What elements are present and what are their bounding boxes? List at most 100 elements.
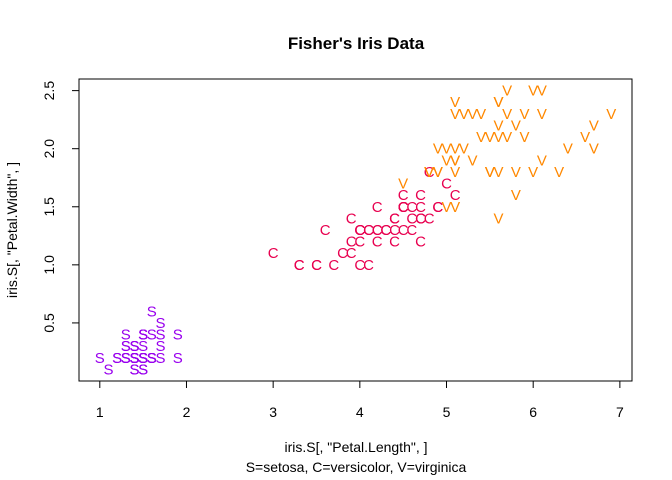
point-setosa: S	[155, 315, 165, 332]
point-virginica: V	[433, 141, 443, 158]
x-tick-label: 3	[269, 404, 277, 420]
point-virginica: V	[485, 129, 495, 146]
point-versicolor: C	[441, 176, 452, 193]
point-versicolor: C	[389, 210, 400, 227]
point-setosa: S	[138, 338, 148, 355]
point-versicolor: C	[389, 222, 400, 239]
point-versicolor: C	[320, 222, 331, 239]
chart-subtitle: S=setosa, C=versicolor, V=virginica	[246, 459, 467, 475]
point-virginica: V	[442, 141, 452, 158]
point-setosa: S	[121, 338, 131, 355]
point-setosa: S	[147, 327, 157, 344]
point-virginica: V	[476, 129, 486, 146]
point-setosa: S	[138, 361, 148, 378]
point-versicolor: C	[346, 234, 357, 251]
point-versicolor: C	[432, 199, 443, 216]
point-setosa: S	[138, 361, 148, 378]
point-setosa: S	[121, 350, 131, 367]
point-versicolor: C	[372, 199, 383, 216]
point-setosa: S	[138, 327, 148, 344]
x-tick-label: 1	[96, 404, 104, 420]
point-setosa: S	[138, 350, 148, 367]
point-setosa: S	[121, 350, 131, 367]
y-tick-label: 1.5	[41, 197, 57, 217]
point-virginica: V	[511, 164, 521, 181]
point-virginica: V	[520, 129, 530, 146]
point-versicolor: C	[354, 222, 365, 239]
point-setosa: S	[129, 361, 139, 378]
point-setosa: S	[138, 350, 148, 367]
point-virginica: V	[520, 106, 530, 123]
point-versicolor: C	[415, 187, 426, 204]
point-virginica: V	[476, 106, 486, 123]
point-versicolor: C	[415, 210, 426, 227]
point-virginica: V	[589, 141, 599, 158]
point-setosa: S	[138, 350, 148, 367]
point-versicolor: C	[294, 257, 305, 274]
y-axis: 0.5 1.0 1.5 2.0 2.5	[41, 81, 80, 333]
point-virginica: V	[442, 199, 452, 216]
point-versicolor: C	[380, 222, 391, 239]
point-virginica: V	[494, 129, 504, 146]
point-versicolor: C	[363, 257, 374, 274]
point-virginica: V	[398, 176, 408, 193]
point-versicolor: C	[398, 199, 409, 216]
point-versicolor: C	[398, 199, 409, 216]
point-setosa: S	[103, 361, 113, 378]
point-setosa: S	[173, 350, 183, 367]
point-setosa: S	[138, 350, 148, 367]
point-virginica: V	[537, 106, 547, 123]
x-tick-label: 2	[183, 404, 191, 420]
point-virginica: V	[511, 117, 521, 134]
point-versicolor: C	[380, 222, 391, 239]
point-versicolor: C	[424, 210, 435, 227]
point-setosa: S	[138, 327, 148, 344]
point-virginica: V	[494, 210, 504, 227]
point-versicolor: C	[294, 257, 305, 274]
y-tick-label: 2.5	[41, 81, 57, 101]
point-virginica: V	[502, 129, 512, 146]
point-versicolor: C	[328, 257, 339, 274]
point-setosa: S	[129, 338, 139, 355]
point-setosa: S	[147, 303, 157, 320]
point-virginica: V	[511, 187, 521, 204]
point-setosa: S	[155, 327, 165, 344]
point-setosa: S	[138, 350, 148, 367]
point-setosa: S	[112, 350, 122, 367]
point-versicolor: C	[354, 222, 365, 239]
point-versicolor: C	[406, 199, 417, 216]
point-virginica: V	[424, 164, 434, 181]
point-versicolor: C	[450, 187, 461, 204]
point-versicolor: C	[372, 222, 383, 239]
point-versicolor: C	[432, 199, 443, 216]
point-versicolor: C	[406, 210, 417, 227]
point-versicolor: C	[346, 245, 357, 262]
point-versicolor: C	[415, 234, 426, 251]
point-virginica: V	[528, 164, 538, 181]
point-versicolor: C	[354, 234, 365, 251]
x-tick-label: 5	[443, 404, 451, 420]
point-virginica: V	[468, 106, 478, 123]
point-versicolor: C	[406, 222, 417, 239]
point-virginica: V	[494, 117, 504, 134]
x-tick-label: 7	[616, 404, 624, 420]
point-virginica: V	[450, 199, 460, 216]
point-setosa: S	[121, 327, 131, 344]
point-versicolor: C	[424, 164, 435, 181]
point-setosa: S	[129, 350, 139, 367]
point-versicolor: C	[389, 210, 400, 227]
point-versicolor: C	[363, 222, 374, 239]
point-setosa: S	[121, 350, 131, 367]
point-versicolor: C	[346, 210, 357, 227]
point-versicolor: C	[354, 257, 365, 274]
point-virginica: V	[450, 152, 460, 169]
point-virginica: V	[433, 164, 443, 181]
point-setosa: S	[129, 338, 139, 355]
point-versicolor: C	[337, 245, 348, 262]
point-virginica: V	[494, 94, 504, 111]
point-virginica: V	[494, 94, 504, 111]
point-virginica: V	[528, 83, 538, 100]
y-tick-label: 2.0	[41, 139, 57, 159]
point-versicolor: C	[415, 199, 426, 216]
